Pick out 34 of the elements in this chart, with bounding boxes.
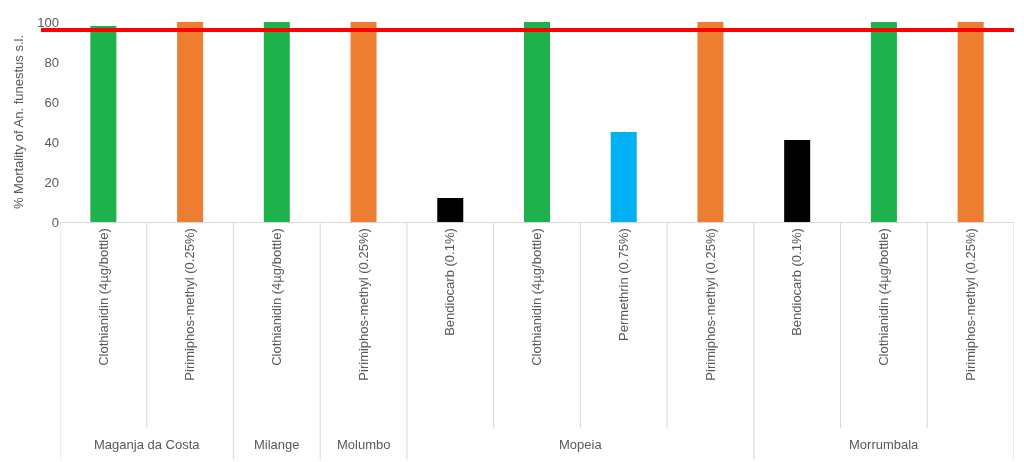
bar [957, 22, 984, 222]
x-tick-label: Pirimiphos-methyl (0.25%) [182, 228, 198, 381]
x-tick-label: Bendiocarb (0.1%) [789, 228, 805, 336]
bar [177, 22, 204, 222]
x-tick-label: Pirimiphos-methyl (0.25%) [355, 228, 371, 381]
bar [90, 26, 117, 222]
bar [697, 22, 724, 222]
bar [784, 140, 811, 222]
x-tick-label: Clothianidin (4µg/bottle) [529, 228, 545, 366]
text: Molumbo [337, 437, 391, 452]
bar [350, 22, 377, 222]
y-tick-label: 80 [44, 54, 59, 70]
x-tick-label: Clothianidin (4µg/bottle) [95, 228, 111, 366]
x-tick-label: Bendiocarb (0.1%) [442, 228, 458, 336]
bar [263, 22, 290, 222]
x-tick-label: Pirimiphos-methyl (0.25%) [702, 228, 718, 381]
bar [523, 22, 551, 222]
text: Maganja da Costa [94, 437, 201, 452]
x-tick-label: Clothianidin (4µg/bottle) [876, 228, 892, 366]
y-tick-label: 60 [44, 94, 59, 110]
text: Morrumbala [849, 437, 920, 452]
y-tick-label: 40 [44, 134, 59, 150]
y-tick-label: 20 [44, 174, 59, 190]
text: Mopeia [559, 437, 603, 452]
text: Milange [254, 437, 300, 452]
y-tick-label: 100 [37, 14, 59, 30]
bar [437, 198, 464, 222]
x-tick-label: Pirimiphos-methyl (0.25%) [962, 228, 978, 381]
y-axis-title: % Mortality of An. funestus s.l. [11, 34, 27, 210]
x-tick-label: Permethrin (0.75%) [615, 228, 631, 341]
bar [610, 132, 637, 222]
y-tick-label: 0 [51, 214, 59, 230]
x-tick-label: Clothianidin (4µg/bottle) [269, 228, 285, 366]
bar [870, 22, 897, 222]
